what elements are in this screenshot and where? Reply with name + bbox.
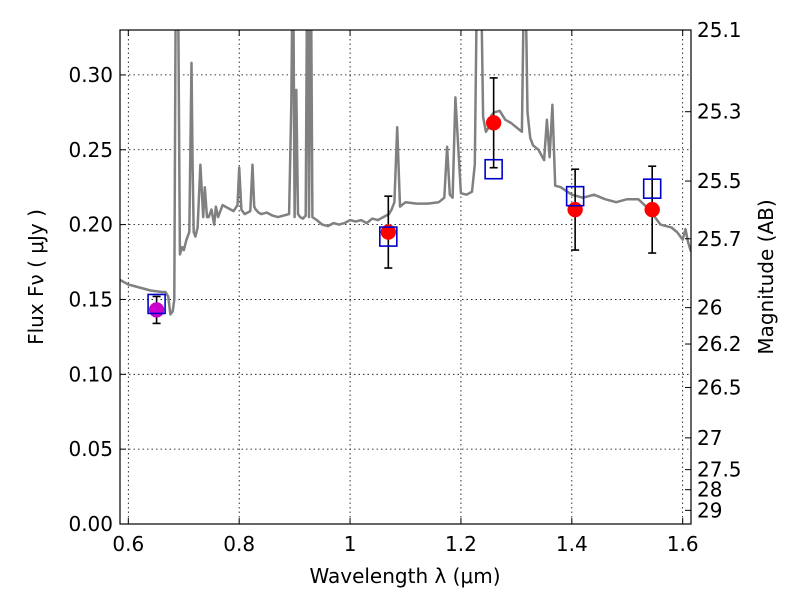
observed-point — [485, 115, 502, 131]
x-tick-label: 1.4 — [556, 532, 588, 556]
x-tick-label: 1.2 — [445, 532, 477, 556]
plot-frame — [119, 29, 692, 525]
x-axis-label: Wavelength λ (μm) — [309, 564, 500, 588]
x-tick-label: 1 — [344, 532, 357, 556]
right-tick-label: 26.5 — [697, 375, 742, 399]
x-tick-label: 1.6 — [667, 532, 699, 556]
model-point — [147, 293, 166, 315]
spectrum-line — [120, 30, 691, 316]
x-tick-label: 0.6 — [112, 532, 144, 556]
tick-layer: 0.6 0.8 1 1.2 1.4 1.6 0.00 0.05 0.10 0.15 0.20 0.25… — [68, 18, 741, 556]
y-tick-label: 0.20 — [68, 213, 113, 237]
spectrum-layer — [120, 30, 691, 316]
right-tick-label: 25.5 — [697, 169, 742, 193]
right-tick-label: 29 — [697, 498, 722, 522]
right-tick-label: 27.5 — [697, 458, 742, 482]
observed-point — [148, 302, 165, 318]
x-tick-label: 0.8 — [223, 532, 255, 556]
y-tick-label: 0.30 — [68, 63, 113, 87]
y-tick-label: 0.25 — [68, 138, 113, 162]
right-tick-label: 27 — [697, 426, 722, 450]
right-tick-label: 25.1 — [697, 18, 742, 42]
model-point — [565, 185, 585, 207]
right-tick-label: 26 — [697, 296, 722, 320]
y-tick-label: 0.00 — [68, 512, 113, 536]
y-axis-label: Flux Fν ( μJy ) — [24, 209, 48, 345]
observed-point — [380, 224, 397, 240]
right-tick-label: 25.7 — [697, 227, 742, 251]
grid-layer — [120, 30, 691, 525]
model-point — [484, 158, 503, 180]
observed-point — [644, 201, 660, 218]
y-tick-label: 0.15 — [68, 287, 113, 311]
points-layer — [147, 77, 662, 325]
right-tick-label: 25.3 — [697, 100, 742, 124]
model-point — [379, 226, 398, 247]
y-tick-label: 0.05 — [68, 437, 113, 461]
y-tick-label: 0.10 — [68, 362, 113, 386]
right-tick-label: 28 — [697, 478, 722, 502]
right-tick-label: 26.2 — [697, 332, 742, 356]
model-point — [642, 178, 662, 199]
observed-point — [567, 201, 583, 218]
right-axis-label: Magnitude (AB) — [754, 199, 778, 354]
